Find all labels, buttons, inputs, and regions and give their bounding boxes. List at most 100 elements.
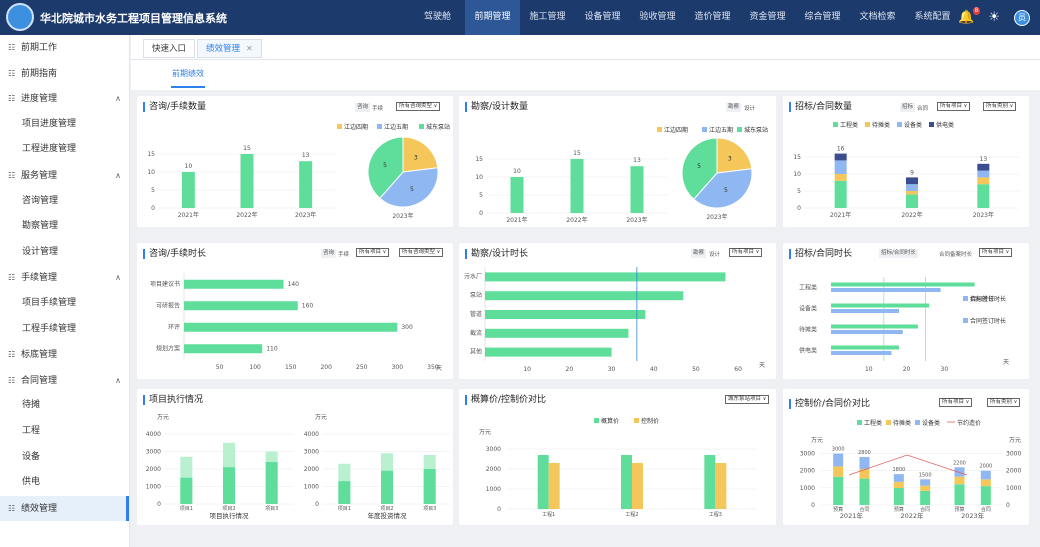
sidebar-item-11[interactable]: 工程手续管理 (0, 317, 129, 343)
x-tick-label: 合同 (859, 506, 869, 513)
pie-slice (367, 136, 404, 199)
nav-item-8[interactable]: 文档检索 (859, 12, 896, 22)
project-select[interactable]: 所有项目 (979, 248, 1013, 257)
design-chip[interactable]: 设计 (744, 106, 756, 112)
chevron-up-icon[interactable]: ∧ (115, 170, 121, 180)
pie-slice (681, 137, 718, 200)
bar (537, 455, 549, 509)
project-select[interactable]: 所有项目 (356, 248, 390, 257)
y-tick-label: 15 (147, 151, 155, 158)
consult-chip[interactable]: 咨询 (355, 103, 371, 112)
nav-item-3[interactable]: 设备管理 (584, 12, 621, 22)
sidebar-item-18[interactable]: ☷ 绩效管理 (0, 495, 129, 522)
bell-icon[interactable]: 🔔 8 (958, 7, 981, 25)
procedure-chip[interactable]: 手续 (338, 252, 350, 258)
nav-item-6[interactable]: 资金管理 (749, 12, 786, 22)
project-select[interactable]: 所有项目 (937, 102, 971, 111)
panel-title: 咨询/手续时长 (143, 249, 206, 259)
bar-executed (265, 462, 278, 504)
survey-chip[interactable]: 勘察 (726, 103, 742, 112)
chevron-up-icon[interactable]: ∧ (115, 94, 121, 104)
bar (831, 303, 930, 308)
y-tick-label: 3000 (304, 449, 319, 456)
bar-executed (180, 477, 193, 504)
sidebar-item-3[interactable]: 项目进度管理 (0, 112, 129, 138)
y-tick-label: 4000 (304, 431, 319, 438)
bar (632, 463, 643, 509)
nav-item-2[interactable]: 施工管理 (529, 12, 566, 22)
sidebar-item-9[interactable]: ☷ 手续管理 ∧ (0, 265, 129, 291)
y-tick-label: 5 (479, 192, 483, 199)
nav-item-9[interactable]: 系统配置 (914, 12, 951, 22)
consult-chip[interactable]: 咨询 (321, 249, 337, 258)
sidebar-item-7[interactable]: 勘察管理 (0, 214, 129, 240)
sidebar-item-2[interactable]: ☷ 进度管理 ∧ (0, 86, 129, 112)
x-tick-label: 项目3 (265, 506, 278, 512)
sidebar-item-14[interactable]: 待摊 (0, 393, 129, 419)
sidebar-item-8[interactable]: 设计管理 (0, 240, 129, 266)
stacked-bar (834, 160, 847, 174)
tab-quick-entry[interactable]: 快速入口 (143, 39, 196, 58)
stacked-bar (954, 484, 965, 505)
project-select[interactable]: 城东泵站项目 (725, 395, 770, 404)
x-tick-label: 项目2 (222, 506, 235, 512)
stacked-bar (834, 174, 847, 181)
chevron-up-icon[interactable]: ∧ (115, 273, 121, 283)
sidebar-item-label: 手续管理 (21, 273, 58, 284)
sidebar-item-15[interactable]: 工程 (0, 419, 129, 445)
data-label: 110 (266, 345, 278, 352)
legend-label: 待摊类 (893, 419, 911, 427)
sidebar-item-5[interactable]: ☷ 服务管理 ∧ (0, 163, 129, 189)
sidebar-item-4[interactable]: 工程进度管理 (0, 137, 129, 163)
procedure-chip[interactable]: 手续 (372, 106, 384, 112)
legend-label: 待摊类 (872, 121, 890, 129)
sidebar-item-1[interactable]: ☷ 前期指南 (0, 61, 129, 87)
y-tick-label: 0 (479, 210, 483, 217)
theme-icon[interactable]: ☀ (988, 10, 1000, 25)
sidebar-item-13[interactable]: ☷ 合同管理 ∧ (0, 368, 129, 394)
project-select[interactable]: 所有项目 (729, 248, 763, 257)
nav-item-4[interactable]: 验收管理 (639, 12, 676, 22)
sidebar-item-0[interactable]: ☷ 前期工作 (0, 35, 129, 61)
x-tick-label: 20 (903, 366, 911, 373)
category-select[interactable]: 所有类别 (983, 102, 1017, 111)
tender-duration-chip[interactable]: 招标/合同时长 (879, 249, 918, 258)
sidebar-item-label: 咨询管理 (22, 195, 59, 206)
nav-item-0[interactable]: 驾驶舱 (423, 12, 451, 22)
x-tick-label: 2022年 (901, 211, 922, 219)
stacked-bar (859, 469, 870, 479)
sidebar-item-16[interactable]: 设备 (0, 445, 129, 471)
tender-chip[interactable]: 招标 (900, 103, 916, 112)
x-tick-label: 60 (734, 366, 742, 373)
close-icon[interactable]: ✕ (246, 44, 253, 53)
tab-performance[interactable]: 绩效管理 ✕ (197, 39, 262, 58)
contract-chip[interactable]: 合同 (917, 106, 929, 112)
nav-item-5[interactable]: 造价管理 (694, 12, 731, 22)
subtab-early-performance[interactable]: 前期绩效 (172, 69, 204, 78)
bar (184, 344, 263, 354)
nav-item-7[interactable]: 综合管理 (804, 12, 841, 22)
consult-type-select[interactable]: 所有咨询类型 (399, 248, 444, 257)
sidebar-item-label: 绩效管理 (21, 503, 58, 514)
sidebar-item-10[interactable]: 项目手续管理 (0, 291, 129, 317)
x-tick-label: 合同 (920, 506, 930, 513)
bar (181, 172, 195, 208)
contract-filing-chip[interactable]: 合同备案时长 (939, 252, 973, 258)
consult-type-select[interactable]: 所有咨询类型 (396, 102, 441, 111)
nav-item-1[interactable]: 前期管理 (465, 0, 520, 35)
x-tick-label: 2021年 (506, 216, 527, 224)
x-tick-label: 10 (865, 366, 873, 373)
project-select[interactable]: 所有项目 (939, 398, 973, 407)
avatar[interactable]: 员 (1014, 9, 1030, 26)
sidebar-item-label: 工程进度管理 (22, 144, 77, 155)
category-select[interactable]: 所有类别 (987, 398, 1021, 407)
design-chip[interactable]: 设计 (709, 252, 721, 258)
survey-chip[interactable]: 勘察 (691, 249, 707, 258)
sidebar-item-17[interactable]: 供电 (0, 470, 129, 496)
y-unit: 万元 (157, 414, 169, 421)
sidebar-item-6[interactable]: 咨询管理 (0, 189, 129, 215)
panel-survey-duration: 勘察/设计时长 勘察 设计 所有项目 10 20 30 40 50 60 污水厂泵站管道截流… (459, 243, 776, 379)
sidebar-item-12[interactable]: ☷ 标底管理 (0, 342, 129, 368)
data-label: 1500 (919, 472, 932, 478)
chevron-up-icon[interactable]: ∧ (115, 375, 121, 385)
